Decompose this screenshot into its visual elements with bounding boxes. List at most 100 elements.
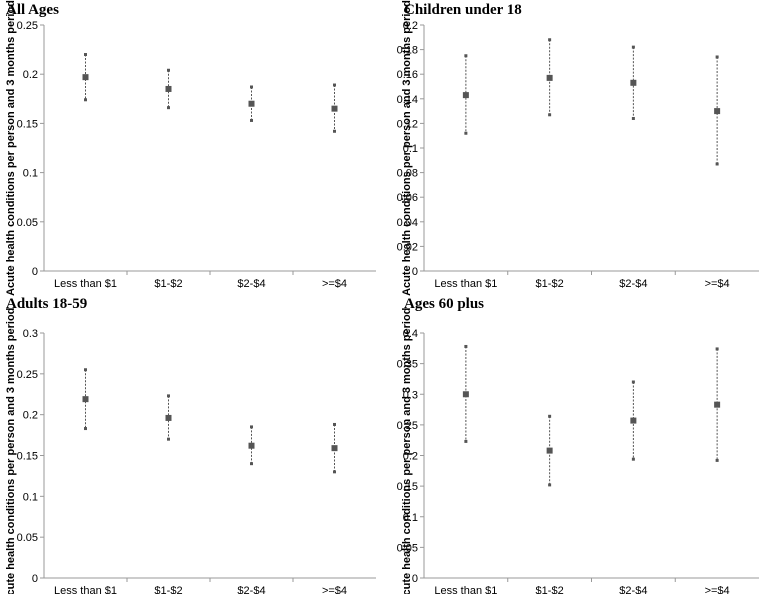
ci-upper-marker bbox=[464, 344, 468, 348]
data-point bbox=[331, 105, 338, 112]
y-tick-label: 0.12 bbox=[397, 118, 418, 130]
data-point bbox=[630, 417, 637, 424]
y-tick-label: 0.05 bbox=[17, 532, 38, 544]
ci-lower-marker bbox=[333, 470, 336, 474]
ci-upper-marker bbox=[167, 68, 170, 72]
y-tick-label: 0.2 bbox=[403, 20, 418, 32]
ci-upper-marker bbox=[333, 83, 336, 87]
y-tick-label: 0.2 bbox=[403, 451, 418, 463]
y-tick-label: 0.02 bbox=[397, 241, 418, 253]
ci-lower-marker bbox=[464, 439, 468, 443]
x-tick-label: >=$4 bbox=[322, 278, 347, 290]
ci-upper-marker bbox=[250, 425, 253, 429]
y-tick-label: 0.2 bbox=[23, 69, 38, 81]
ci-lower-marker bbox=[333, 129, 336, 133]
ci-upper-marker bbox=[333, 422, 336, 426]
ci-lower-marker bbox=[548, 483, 552, 487]
data-point bbox=[248, 442, 255, 449]
ci-upper-marker bbox=[715, 347, 719, 351]
ci-upper-marker bbox=[631, 45, 635, 49]
chart-title: Adults 18-59 bbox=[6, 296, 87, 312]
y-tick-label: 0.05 bbox=[397, 542, 418, 554]
x-tick-label: >=$4 bbox=[322, 585, 347, 594]
data-point bbox=[714, 108, 721, 115]
y-tick-label: 0.18 bbox=[397, 45, 418, 57]
y-tick-label: 0.1 bbox=[403, 512, 418, 524]
y-tick-label: 0.15 bbox=[17, 118, 38, 130]
y-tick-label: 0.05 bbox=[17, 217, 38, 229]
ci-lower-marker bbox=[631, 116, 635, 120]
data-point bbox=[165, 85, 172, 92]
ci-lower-marker bbox=[548, 113, 552, 117]
ci-lower-marker bbox=[464, 131, 468, 135]
ci-lower-marker bbox=[631, 457, 635, 461]
ci-lower-marker bbox=[250, 462, 253, 466]
x-tick-label: Less than $1 bbox=[434, 278, 497, 290]
ci-lower-marker bbox=[167, 437, 170, 441]
y-tick-label: 0.3 bbox=[23, 328, 38, 340]
data-point bbox=[462, 391, 469, 398]
ci-upper-marker bbox=[631, 380, 635, 384]
x-tick-label: $2-$4 bbox=[237, 278, 265, 290]
ci-lower-marker bbox=[715, 162, 719, 166]
y-tick-label: 0.15 bbox=[397, 481, 418, 493]
y-tick-label: 0.3 bbox=[403, 389, 418, 401]
y-axis-label: Acute health conditions per person and 3… bbox=[5, 0, 17, 296]
y-tick-label: 0 bbox=[412, 573, 418, 585]
y-tick-label: 0.16 bbox=[397, 69, 418, 81]
ci-lower-marker bbox=[84, 98, 87, 102]
y-tick-label: 0.25 bbox=[397, 420, 418, 432]
y-tick-label: 0.15 bbox=[17, 451, 38, 463]
chart-title: All Ages bbox=[6, 2, 59, 18]
x-tick-label: $1-$2 bbox=[154, 278, 182, 290]
y-tick-label: 0.1 bbox=[23, 168, 38, 180]
y-tick-label: 0.4 bbox=[403, 328, 418, 340]
x-tick-label: $1-$2 bbox=[154, 585, 182, 594]
x-tick-label: Less than $1 bbox=[54, 585, 117, 594]
data-point bbox=[82, 396, 89, 403]
x-tick-label: >=$4 bbox=[705, 278, 730, 290]
y-tick-label: 0.2 bbox=[23, 410, 38, 422]
ci-upper-marker bbox=[84, 53, 87, 57]
x-tick-label: $1-$2 bbox=[536, 278, 564, 290]
y-tick-label: 0 bbox=[412, 266, 418, 278]
x-tick-label: $2-$4 bbox=[237, 585, 265, 594]
y-tick-label: 0.14 bbox=[397, 94, 418, 106]
data-point bbox=[630, 79, 637, 86]
x-tick-label: $2-$4 bbox=[619, 278, 647, 290]
ci-upper-marker bbox=[250, 85, 253, 89]
x-tick-label: >=$4 bbox=[705, 585, 730, 594]
ci-upper-marker bbox=[548, 414, 552, 418]
ci-lower-marker bbox=[715, 458, 719, 462]
y-tick-label: 0.06 bbox=[397, 192, 418, 204]
y-tick-label: 0.1 bbox=[403, 143, 418, 155]
data-point bbox=[248, 100, 255, 107]
data-point bbox=[714, 401, 721, 408]
data-point bbox=[462, 92, 469, 99]
y-axis-label: Acute health conditions per person and 3… bbox=[5, 308, 17, 594]
y-tick-label: 0.04 bbox=[397, 217, 418, 229]
x-tick-label: Less than $1 bbox=[54, 278, 117, 290]
ci-lower-marker bbox=[84, 427, 87, 431]
y-tick-label: 0.25 bbox=[17, 20, 38, 32]
chart-title: Children under 18 bbox=[404, 2, 522, 18]
data-point bbox=[331, 445, 338, 452]
data-point bbox=[546, 447, 553, 454]
data-point bbox=[82, 74, 89, 81]
ci-upper-marker bbox=[548, 38, 552, 42]
x-tick-label: $1-$2 bbox=[536, 585, 564, 594]
x-tick-label: $2-$4 bbox=[619, 585, 647, 594]
data-point bbox=[546, 74, 553, 81]
chart-title: Ages 60 plus bbox=[404, 296, 484, 312]
ci-upper-marker bbox=[464, 54, 468, 58]
y-tick-label: 0.08 bbox=[397, 168, 418, 180]
data-point bbox=[165, 414, 172, 421]
y-tick-label: 0 bbox=[32, 266, 38, 278]
y-tick-label: 0.25 bbox=[17, 369, 38, 381]
y-axis-label: Acute health conditions per person and 3… bbox=[401, 308, 413, 594]
